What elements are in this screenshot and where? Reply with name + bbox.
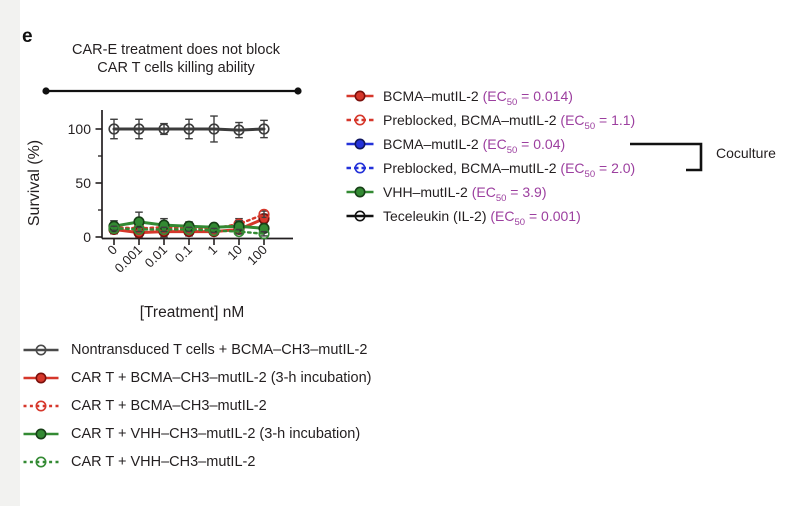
open-dotted-circle-marker-icon [23, 400, 59, 412]
svg-text:0: 0 [104, 242, 120, 258]
svg-text:0.1: 0.1 [172, 242, 195, 265]
ec50-legend-label: BCMA–mutIL-2 (EC50 = 0.014) [383, 88, 573, 108]
filled-solid-circle-marker-icon [23, 372, 59, 384]
ec50-value: (EC50 = 3.9) [471, 184, 547, 204]
ec50-legend-label: Preblocked, BCMA–mutIL-2 (EC50 = 1.1) [383, 112, 636, 132]
filled-solid-circle-marker-icon [346, 90, 374, 102]
svg-text:1: 1 [204, 242, 220, 258]
annotation-line-1: CAR-E treatment does not block [72, 42, 280, 58]
ec50-legend-item: BCMA–mutIL-2 (EC50 = 0.04) [345, 132, 635, 156]
svg-text:100: 100 [68, 121, 92, 137]
svg-text:0: 0 [83, 229, 91, 245]
series-legend-item: CAR T + BCMA–CH3–mutIL-2 (3-h incubation… [22, 364, 371, 392]
chart-series [108, 115, 270, 143]
ec50-value: (EC50 = 0.014) [482, 88, 573, 108]
open-dashed-circle-marker-icon [346, 162, 374, 174]
filled-solid-circle-marker-icon [346, 138, 374, 150]
ec50-legend: BCMA–mutIL-2 (EC50 = 0.014) Preblocked, B… [345, 84, 635, 228]
ec50-legend-label: BCMA–mutIL-2 (EC50 = 0.04) [383, 136, 566, 156]
series-legend-label: CAR T + VHH–CH3–mutIL-2 [71, 454, 256, 470]
series-legend-item: CAR T + VHH–CH3–mutIL-2 (3-h incubation) [22, 420, 371, 448]
svg-text:10: 10 [224, 242, 245, 263]
ec50-legend-item: Teceleukin (IL-2) (EC50 = 0.001) [345, 204, 635, 228]
ec50-legend-item: Preblocked, BCMA–mutIL-2 (EC50 = 1.1) [345, 108, 635, 132]
open-solid-circle-marker-icon [23, 344, 59, 356]
chart-annotation: CAR-E treatment does not block CAR T cel… [42, 41, 310, 77]
annotation-span-line [42, 87, 302, 95]
annotation-line-2: CAR T cells killing ability [97, 60, 255, 76]
svg-text:0.01: 0.01 [142, 242, 171, 271]
svg-text:Survival (%): Survival (%) [26, 140, 43, 226]
series-legend-item: Nontransduced T cells + BCMA–CH3–mutIL-2 [22, 336, 371, 364]
series-legend-label: CAR T + BCMA–CH3–mutIL-2 (3-h incubation… [71, 370, 372, 386]
coculture-label: Coculture [716, 145, 776, 161]
series-legend-label: Nontransduced T cells + BCMA–CH3–mutIL-2 [71, 342, 368, 358]
ec50-value: (EC50 = 0.04) [482, 136, 566, 156]
ec50-legend-label: Teceleukin (IL-2) (EC50 = 0.001) [383, 208, 581, 228]
page-edge [0, 0, 20, 506]
ec50-legend-label: Preblocked, BCMA–mutIL-2 (EC50 = 2.0) [383, 160, 636, 180]
filled-solid-circle-marker-icon [23, 428, 59, 440]
ec50-legend-item: VHH–mutIL-2 (EC50 = 3.9) [345, 180, 635, 204]
survival-chart: 0 50 100 0 0.001 0.01 0.1 1 10 100 Survival (%) [Tr… [15, 95, 345, 330]
filled-solid-circle-marker-icon [346, 186, 374, 198]
svg-text:100: 100 [244, 242, 270, 268]
open-dashed-circle-marker-icon [346, 114, 374, 126]
ec50-value: (EC50 = 1.1) [560, 112, 636, 132]
chart-series [108, 222, 270, 240]
ec50-value: (EC50 = 0.001) [490, 208, 581, 228]
ec50-legend-item: Preblocked, BCMA–mutIL-2 (EC50 = 2.0) [345, 156, 635, 180]
series-legend: Nontransduced T cells + BCMA–CH3–mutIL-2… [22, 336, 371, 476]
ec50-legend-label: VHH–mutIL-2 (EC50 = 3.9) [383, 184, 547, 204]
svg-text:[Treatment] nM: [Treatment] nM [140, 304, 245, 321]
series-legend-label: CAR T + VHH–CH3–mutIL-2 (3-h incubation) [71, 426, 361, 442]
panel-label: e [22, 26, 33, 47]
ec50-value: (EC50 = 2.0) [560, 160, 636, 180]
open-dotted-circle-marker-icon [23, 456, 59, 468]
svg-text:0.001: 0.001 [112, 242, 146, 276]
open-solid-circle-marker-icon [346, 210, 374, 222]
coculture-bracket [630, 142, 703, 172]
series-legend-label: CAR T + BCMA–CH3–mutIL-2 [71, 398, 267, 414]
svg-text:50: 50 [75, 175, 91, 191]
ec50-legend-item: BCMA–mutIL-2 (EC50 = 0.014) [345, 84, 635, 108]
series-legend-item: CAR T + VHH–CH3–mutIL-2 [22, 448, 371, 476]
series-legend-item: CAR T + BCMA–CH3–mutIL-2 [22, 392, 371, 420]
